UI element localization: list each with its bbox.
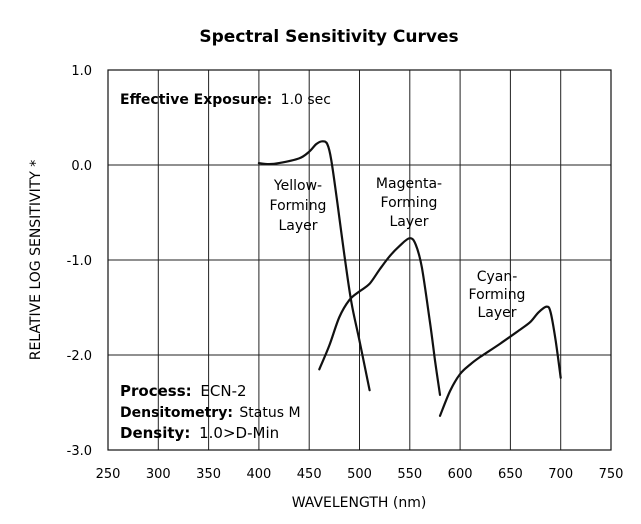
x-axis-label: WAVELENGTH (nm) xyxy=(292,495,427,511)
y-tick-label: -1.0 xyxy=(67,254,92,269)
x-tick-label: 700 xyxy=(548,467,573,482)
cyan-forming-layer-curve xyxy=(438,305,562,417)
y-tick-label: -3.0 xyxy=(67,444,92,459)
cyan-forming-label: Cyan- Forming Layer xyxy=(469,269,526,321)
density-value: 1.0>D-Min xyxy=(199,424,279,442)
exposure-note: Effective Exposure: 1.0 sec xyxy=(120,92,331,108)
series-label-line: Layer xyxy=(278,218,317,234)
series-label-line: Forming xyxy=(270,198,327,214)
series-label-line: Yellow- xyxy=(273,178,322,194)
exposure-label: Effective Exposure: xyxy=(120,92,272,108)
x-tick-label: 500 xyxy=(347,467,372,482)
series-label-line: Magenta- xyxy=(376,176,442,192)
x-tick-label: 400 xyxy=(246,467,271,482)
density-note: Density: 1.0>D-Min xyxy=(120,424,279,442)
x-tick-label: 600 xyxy=(448,467,473,482)
plot-frame xyxy=(107,69,612,451)
y-axis-label: RELATIVE LOG SENSITIVITY * xyxy=(28,160,44,361)
densitometry-label: Densitometry: xyxy=(120,405,233,421)
x-tick-label: 350 xyxy=(196,467,221,482)
density-label: Density: xyxy=(120,424,190,442)
process-label: Process: xyxy=(120,382,192,400)
x-tick-label: 750 xyxy=(599,467,624,482)
x-tick-label: 250 xyxy=(96,467,121,482)
series-label-line: Layer xyxy=(477,305,516,321)
chart-title: Spectral Sensitivity Curves xyxy=(199,27,458,47)
yellow-forming-label: Yellow- Forming Layer xyxy=(270,178,327,234)
x-tick-label: 650 xyxy=(498,467,523,482)
series-label-line: Forming xyxy=(469,287,526,303)
process-note: Process: ECN-2 xyxy=(120,382,247,400)
densitometry-note: Densitometry: Status M xyxy=(120,405,301,421)
y-tick-label: -2.0 xyxy=(67,349,92,364)
y-tick-label: 1.0 xyxy=(71,64,92,79)
y-tick-labels: 1.0 0.0 -1.0 -2.0 -3.0 xyxy=(67,64,92,459)
series-label-line: Cyan- xyxy=(477,269,518,285)
series-label-line: Layer xyxy=(389,214,428,230)
x-tick-labels: 250 300 350 400 450 500 550 600 650 700 750 xyxy=(96,467,624,482)
magenta-forming-layer-curve xyxy=(318,237,442,396)
densitometry-value: Status M xyxy=(239,405,300,421)
exposure-value: 1.0 sec xyxy=(281,92,331,108)
x-tick-label: 550 xyxy=(397,467,422,482)
x-tick-label: 300 xyxy=(146,467,171,482)
x-tick-label: 450 xyxy=(297,467,322,482)
y-tick-label: 0.0 xyxy=(71,159,92,174)
series xyxy=(257,140,562,417)
magenta-forming-label: Magenta- Forming Layer xyxy=(376,176,442,230)
grid xyxy=(108,70,611,450)
process-value: ECN-2 xyxy=(200,382,246,400)
series-label-line: Forming xyxy=(381,195,438,211)
